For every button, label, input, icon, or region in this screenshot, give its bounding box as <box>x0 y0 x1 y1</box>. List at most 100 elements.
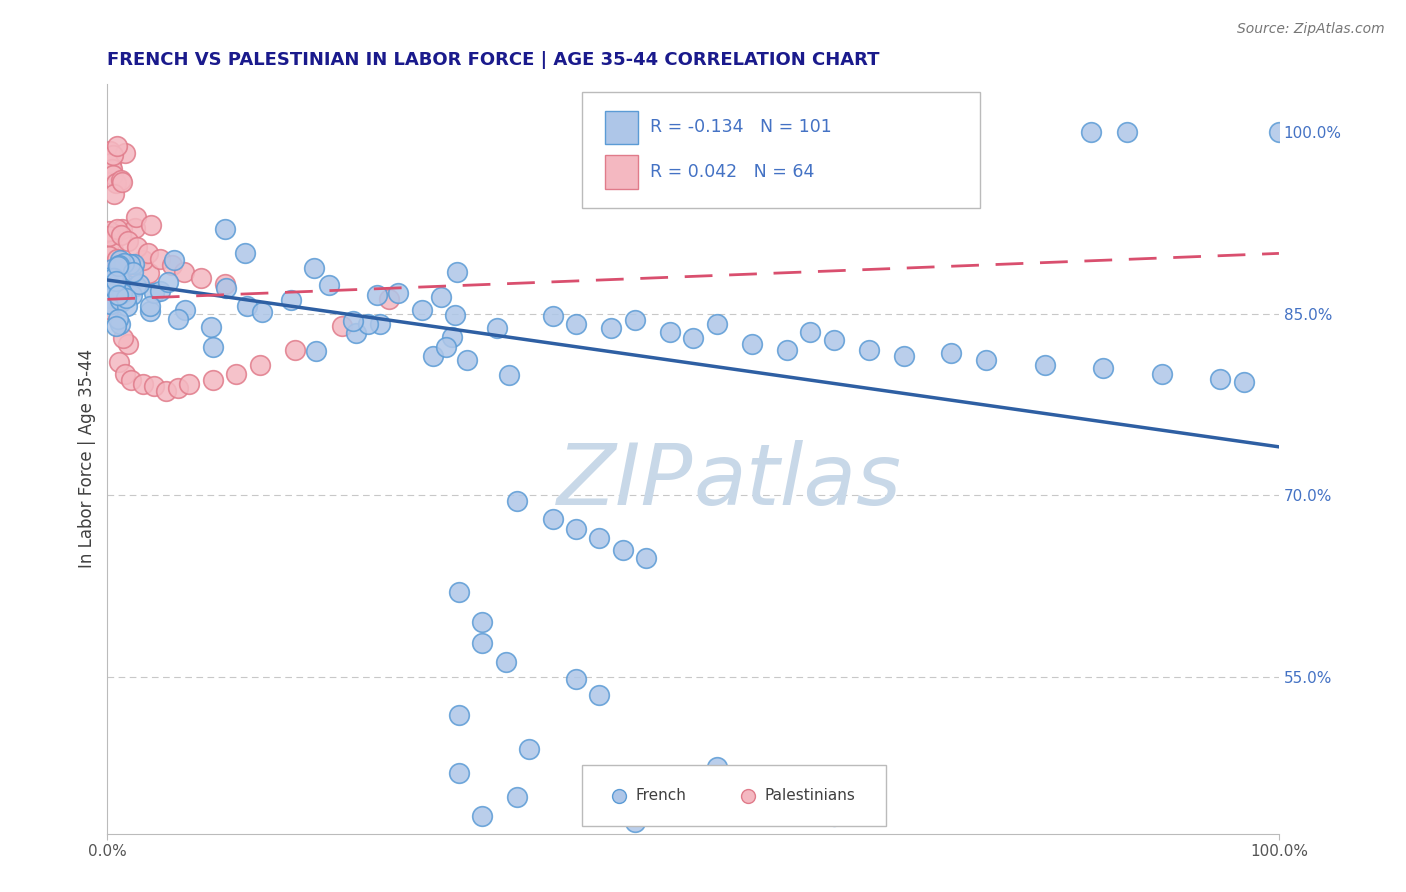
Point <box>201 340 224 354</box>
Point <box>506 790 529 805</box>
Point <box>100 277 122 291</box>
Point <box>201 373 224 387</box>
Point <box>214 277 236 291</box>
Text: R = 0.042   N = 64: R = 0.042 N = 64 <box>650 163 814 181</box>
Point <box>124 220 146 235</box>
Point <box>623 313 645 327</box>
Text: atlas: atlas <box>693 440 901 523</box>
Point <box>107 260 129 274</box>
Point <box>284 343 307 358</box>
Text: Palestinians: Palestinians <box>765 788 855 803</box>
Text: R = -0.134   N = 101: R = -0.134 N = 101 <box>650 119 831 136</box>
Point <box>117 277 139 292</box>
Point <box>110 295 132 310</box>
Point <box>125 210 148 224</box>
Point <box>330 318 353 333</box>
Point <box>1092 361 1115 376</box>
Point <box>103 227 125 242</box>
Point <box>100 268 122 283</box>
Point <box>122 265 145 279</box>
Point <box>110 281 132 295</box>
Point <box>100 290 122 304</box>
Point <box>114 145 136 160</box>
Point <box>110 228 132 243</box>
Point <box>377 293 399 307</box>
Point <box>190 270 212 285</box>
Point <box>623 814 645 829</box>
Point <box>107 288 129 302</box>
Point <box>173 264 195 278</box>
Point <box>305 344 328 359</box>
Point <box>104 176 127 190</box>
Point <box>107 282 129 296</box>
Point <box>117 336 139 351</box>
Point <box>111 222 134 236</box>
Point <box>434 340 457 354</box>
Point <box>174 302 197 317</box>
Point <box>107 258 129 272</box>
Point <box>214 281 236 295</box>
Point <box>939 345 962 359</box>
Point <box>517 742 540 756</box>
Point <box>107 311 129 326</box>
Point <box>105 222 128 236</box>
Point <box>214 222 236 236</box>
Point <box>97 224 120 238</box>
Point <box>799 325 821 339</box>
Point <box>236 299 259 313</box>
Point <box>447 585 470 599</box>
Point <box>121 287 143 301</box>
Point <box>1209 372 1232 386</box>
Point <box>115 291 138 305</box>
Point <box>97 277 120 292</box>
Point <box>155 384 177 399</box>
Point <box>974 352 997 367</box>
Point <box>430 290 453 304</box>
Point <box>318 278 340 293</box>
Y-axis label: In Labor Force | Age 35-44: In Labor Force | Age 35-44 <box>79 350 96 568</box>
Point <box>776 343 799 358</box>
Point <box>101 161 124 176</box>
Point <box>101 296 124 310</box>
Point <box>98 144 121 158</box>
Point <box>506 494 529 508</box>
Point <box>112 256 135 270</box>
Point <box>1150 368 1173 382</box>
Point <box>108 317 131 331</box>
Point <box>97 283 120 297</box>
Point <box>107 287 129 301</box>
Point <box>1115 126 1137 140</box>
Point <box>104 282 127 296</box>
Point <box>110 261 132 276</box>
Point <box>105 252 128 266</box>
Text: French: French <box>636 788 686 803</box>
Point <box>120 373 142 387</box>
Point <box>422 349 444 363</box>
Point <box>471 636 494 650</box>
Point <box>101 271 124 285</box>
Point <box>682 331 704 345</box>
Point <box>97 237 120 252</box>
Point <box>105 139 128 153</box>
Point <box>706 317 728 331</box>
Point <box>471 808 494 822</box>
Point <box>565 522 588 536</box>
FancyBboxPatch shape <box>606 111 638 145</box>
Point <box>101 275 124 289</box>
Text: Source: ZipAtlas.com: Source: ZipAtlas.com <box>1237 22 1385 37</box>
Point <box>280 293 302 307</box>
Text: ZIP: ZIP <box>557 440 693 523</box>
Point <box>342 314 364 328</box>
Point <box>149 252 172 267</box>
Point <box>149 284 172 298</box>
Point <box>110 293 132 307</box>
Point <box>131 376 153 391</box>
Point <box>111 285 134 300</box>
FancyBboxPatch shape <box>606 155 638 189</box>
Point <box>344 326 367 340</box>
Point <box>125 279 148 293</box>
Point <box>588 688 610 702</box>
Point <box>233 246 256 260</box>
Point <box>138 304 160 318</box>
Point <box>157 275 180 289</box>
